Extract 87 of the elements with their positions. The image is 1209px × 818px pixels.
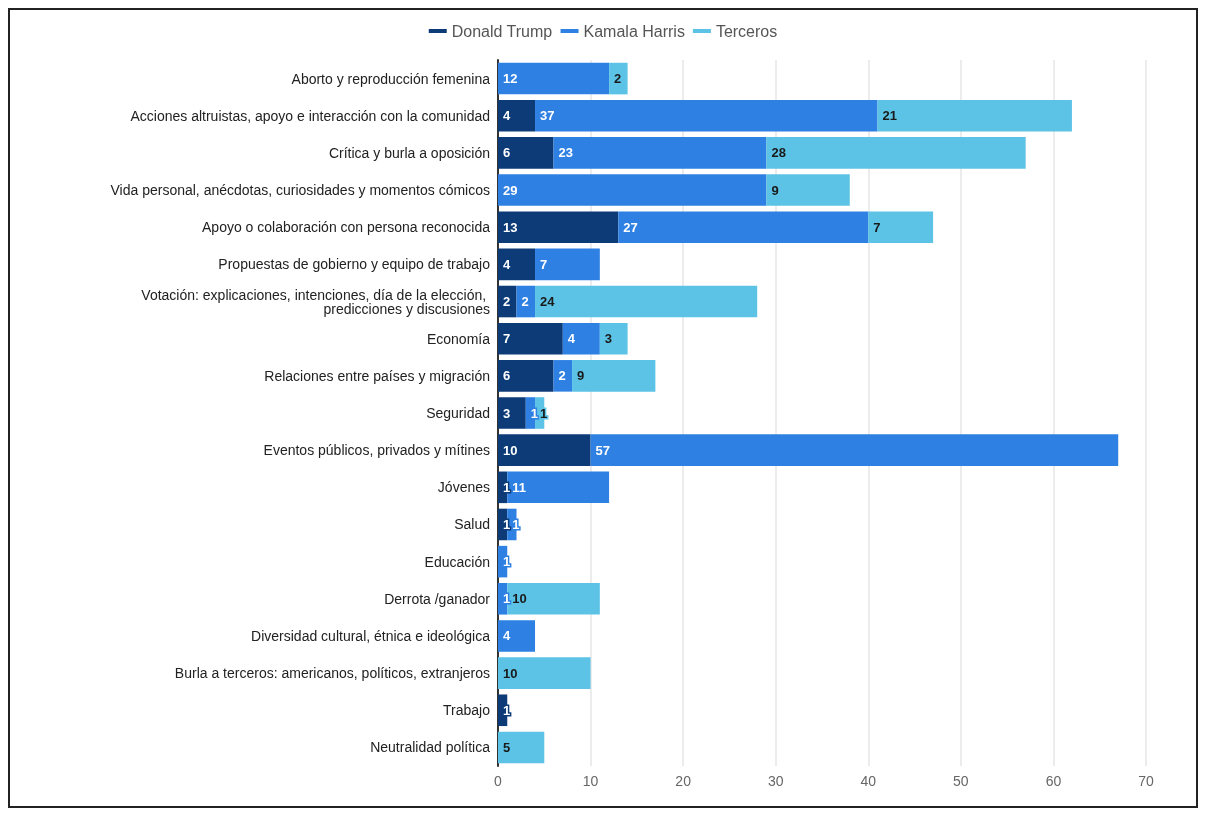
data-label: 11 <box>512 479 527 495</box>
y-tick-label: Economía <box>426 330 491 347</box>
data-label: 6 <box>503 368 511 384</box>
y-tick-label: Eventos públicos, privados y mítines <box>263 442 490 459</box>
y-tick-label: Salud <box>454 516 490 533</box>
data-label: 21 <box>882 108 898 124</box>
bar <box>877 99 1072 132</box>
bar <box>498 211 619 243</box>
y-tick-label: Votación: explicaciones, intenciones, día de la elección, predicciones y discusiones <box>141 286 490 317</box>
y-tick-label: Vida personal, anécdotas, curiosidades y momentos cómicos <box>110 182 490 199</box>
y-tick-label: Acciones altruistas, apoyo e interacción con la comunidad <box>130 107 490 124</box>
bar <box>498 62 610 95</box>
bar <box>498 620 536 652</box>
data-label: 2 <box>521 294 529 310</box>
data-label: 37 <box>540 108 555 124</box>
bar <box>498 99 536 132</box>
y-tick-label: Educación <box>424 553 490 570</box>
x-tick-label: 60 <box>1045 773 1062 789</box>
data-label: 12 <box>503 71 518 87</box>
data-label: 10 <box>503 442 518 458</box>
data-label: 6 <box>503 145 511 161</box>
x-tick-label: 50 <box>953 773 969 789</box>
bar <box>498 322 563 355</box>
data-label: 7 <box>540 256 548 272</box>
data-label: 10 <box>503 665 518 681</box>
bar <box>498 657 591 689</box>
y-tick-label: Neutralidad política <box>370 739 491 756</box>
bar <box>498 434 591 466</box>
x-tick-label: 0 <box>494 773 503 789</box>
y-tick-label: Seguridad <box>426 405 490 421</box>
data-label: 29 <box>503 182 518 198</box>
y-tick-label: Derrota /ganador <box>384 590 491 607</box>
bar <box>535 99 878 132</box>
data-label: 4 <box>503 108 511 124</box>
bar <box>498 360 554 392</box>
data-label: 1 <box>503 516 511 532</box>
data-label: 23 <box>558 145 574 161</box>
data-label: 5 <box>503 739 511 755</box>
y-tick-label: Propuestas de gobierno y equipo de trabajo <box>218 256 491 273</box>
bar <box>498 137 554 169</box>
data-label: 1 <box>503 591 511 607</box>
data-label: 57 <box>595 442 611 458</box>
bar <box>618 211 869 243</box>
data-label: 1 <box>530 405 539 421</box>
data-label: 9 <box>771 182 779 198</box>
data-label: 13 <box>503 219 518 235</box>
x-tick-label: 10 <box>582 773 599 789</box>
data-label: 7 <box>503 331 511 347</box>
data-label: 1 <box>503 479 511 495</box>
bar <box>498 174 767 206</box>
data-label: 7 <box>873 219 881 235</box>
data-label: 28 <box>771 145 786 161</box>
y-tick-label: Relaciones entre países y migración <box>264 367 490 384</box>
data-label: 4 <box>567 331 576 347</box>
data-label: 3 <box>503 405 511 421</box>
bar <box>572 360 656 392</box>
x-tick-label: 20 <box>675 773 692 789</box>
bar <box>535 248 600 281</box>
data-label: 2 <box>503 294 511 310</box>
y-tick-label: Burla a terceros: americanos, políticos, extranjeros <box>174 665 490 682</box>
y-tick-label: Diversidad cultural, étnica e ideológica <box>251 627 491 644</box>
x-tick-label: 30 <box>767 773 784 789</box>
data-label: 9 <box>577 368 585 384</box>
data-label: 2 <box>614 71 622 87</box>
data-label: 10 <box>512 591 527 607</box>
legend-label: Donald Trump <box>451 22 553 40</box>
x-tick-label: 70 <box>1138 773 1154 789</box>
bar <box>766 137 1026 169</box>
data-label: 4 <box>503 628 511 644</box>
bar <box>868 211 934 243</box>
y-tick-label: Crítica y burla a oposición <box>328 144 490 161</box>
y-tick-label: Trabajo <box>443 702 491 719</box>
data-label: 27 <box>623 219 638 235</box>
data-label: 4 <box>503 256 511 272</box>
x-tick-label: 40 <box>860 773 877 789</box>
y-tick-label: Apoyo o colaboración con persona reconocida <box>202 219 491 236</box>
bar <box>590 434 1119 466</box>
legend-label: Terceros <box>715 22 778 40</box>
bar <box>766 174 850 206</box>
data-label: 3 <box>604 331 613 347</box>
bar <box>535 285 758 318</box>
y-tick-label: Jóvenes <box>437 479 490 496</box>
data-label: 2 <box>558 368 566 384</box>
bar <box>553 137 767 169</box>
data-label: 24 <box>540 294 556 310</box>
y-tick-label: Aborto y reproducción femenina <box>291 70 491 87</box>
legend-label: Kamala Harris <box>583 22 685 40</box>
